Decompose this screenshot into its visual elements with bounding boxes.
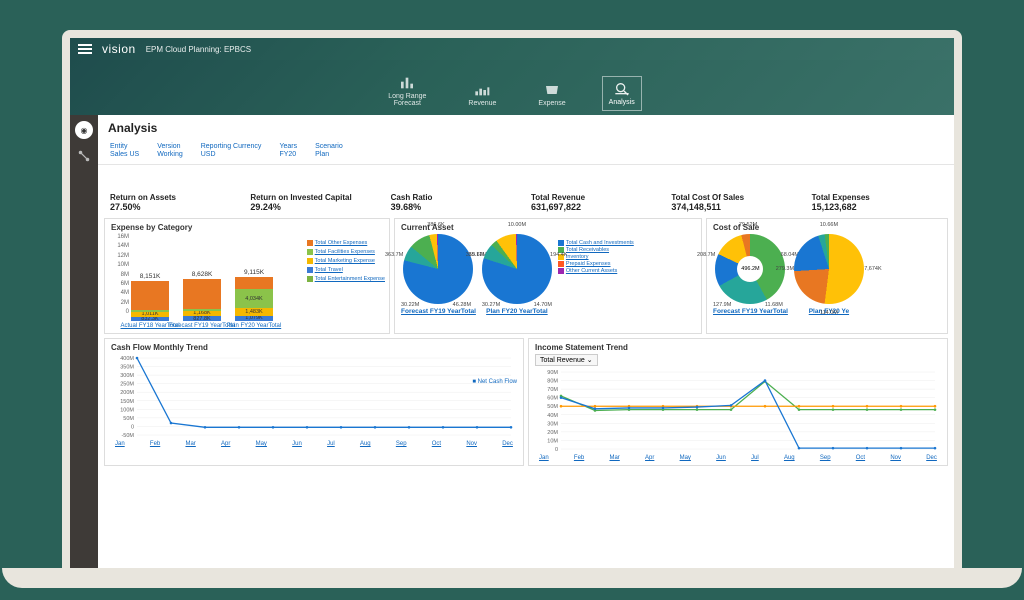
panel-title: Cash Flow Monthly Trend (111, 343, 517, 352)
current-asset-panel: Current Asset 386.6K19.17M46.28M30.22M36… (394, 218, 702, 334)
svg-text:100M: 100M (120, 407, 134, 413)
kpi-row: Return on Assets27.50% Return on Invested… (98, 165, 954, 218)
bar-chart-icon (398, 75, 416, 91)
cost-of-sale-pies: 496.2M79.52M68.04M11.68M127.9M208.7MFore… (713, 234, 941, 315)
pie-link[interactable]: Plan FY20 YearTotal (486, 308, 548, 315)
revenue-icon (473, 82, 491, 98)
app-subtitle: EPM Cloud Planning: EPBCS (146, 45, 251, 54)
tab-long-range-forecast[interactable]: Long Range Forecast (382, 71, 432, 111)
panel-title: Current Asset (401, 223, 695, 232)
page-title: Analysis (98, 115, 954, 141)
panel-title: Expense by Category (111, 223, 383, 232)
svg-text:70M: 70M (547, 387, 558, 393)
pie-chart: 496.2M79.52M68.04M11.68M127.9M208.7MFore… (713, 234, 788, 315)
menu-icon[interactable] (78, 44, 92, 54)
kpi-tile: Cash Ratio39.68% (391, 193, 521, 212)
pov-item[interactable]: YearsFY20 (279, 143, 297, 158)
kpi-tile: Total Revenue631,697,822 (531, 193, 661, 212)
expense-by-category-panel: Expense by Category 16M14M12M10M8M6M4M2M… (104, 218, 390, 334)
pie-chart: 386.6K19.17M46.28M30.22M363.7MForecast F… (401, 234, 476, 315)
svg-text:20M: 20M (547, 430, 558, 436)
pov-item[interactable]: ScenarioPlan (315, 143, 343, 158)
cost-of-sale-panel: Cost of Sale 496.2M79.52M68.04M11.68M127… (706, 218, 948, 334)
left-sidebar: ◉ (70, 115, 98, 570)
svg-text:250M: 250M (120, 382, 134, 388)
pov-bar: EntitySales US VersionWorking Reporting Cu… (98, 141, 954, 165)
svg-text:80M: 80M (547, 379, 558, 385)
tab-expense[interactable]: Expense (532, 78, 571, 111)
svg-text:90M: 90M (547, 370, 558, 376)
svg-text:10M: 10M (547, 438, 558, 444)
income-line-chart: 90M 80M 70M 60M 50M 40M 30M 20M 10M 0 (535, 368, 941, 453)
brand-logo: vision (102, 42, 136, 56)
bar-column: 9,115K1,079K1,483K4,034KPlan FY20 YearTo… (235, 269, 273, 329)
main-content: Analysis EntitySales US VersionWorking Rep… (98, 115, 954, 570)
kpi-tile: Return on Assets27.50% (110, 193, 240, 212)
expense-bar-chart: 16M14M12M10M8M6M4M2M0 8,151K832.3K1,011K… (111, 234, 383, 329)
cash-flow-legend: ■ Net Cash Flow (472, 379, 517, 385)
expense-legend: Total Other ExpensesTotal Facilities Exp… (307, 240, 385, 282)
sidebar-home-icon[interactable]: ◉ (75, 121, 93, 139)
kpi-tile: Total Expenses15,123,682 (812, 193, 942, 212)
pov-item[interactable]: EntitySales US (110, 143, 139, 158)
app-screen: vision EPM Cloud Planning: EPBCS Long Ra… (70, 38, 954, 570)
svg-text:50M: 50M (547, 404, 558, 410)
pie-chart: 10.66M7,674K114.0M279.3MPlan FY20 Ye (794, 234, 864, 315)
expense-icon (543, 82, 561, 98)
bar-column: 8,151K832.3K1,011KActual FY18 YearTotal (131, 273, 169, 329)
pie-link[interactable]: Forecast FY19 YearTotal (713, 308, 788, 315)
laptop-frame: vision EPM Cloud Planning: EPBCS Long Ra… (62, 30, 962, 570)
pie-chart: 10.00M194.4K14.70M30.27M355.6MPlan FY20 … (482, 234, 552, 315)
svg-text:-50M: -50M (121, 433, 134, 439)
pie-legend: Total Cash and InvestmentsTotal Receivab… (558, 240, 634, 274)
analysis-icon (613, 81, 631, 97)
svg-text:350M: 350M (120, 365, 134, 371)
pov-item[interactable]: Reporting CurrencyUSD (201, 143, 262, 158)
svg-text:150M: 150M (120, 399, 134, 405)
current-asset-pies: 386.6K19.17M46.28M30.22M363.7MForecast F… (401, 234, 695, 315)
svg-text:400M: 400M (120, 356, 134, 362)
nav-tabs: Long Range Forecast Revenue Expense Anal… (70, 60, 954, 115)
svg-text:60M: 60M (547, 396, 558, 402)
svg-text:0: 0 (131, 424, 134, 430)
tab-revenue[interactable]: Revenue (462, 78, 502, 111)
svg-text:300M: 300M (120, 373, 134, 379)
svg-text:0: 0 (555, 447, 558, 453)
bar-column: 8,628K827.8K1,168KForecast FY19 YearTota… (183, 271, 221, 329)
pov-item[interactable]: VersionWorking (157, 143, 183, 158)
sidebar-link-icon[interactable] (77, 149, 91, 163)
kpi-tile: Total Cost Of Sales374,148,511 (671, 193, 801, 212)
income-dropdown[interactable]: Total Revenue ⌄ (535, 354, 598, 366)
svg-text:50M: 50M (123, 416, 134, 422)
panel-title: Income Statement Trend (535, 343, 941, 352)
income-statement-panel: Income Statement Trend Total Revenue ⌄ 9… (528, 338, 948, 466)
svg-text:200M: 200M (120, 390, 134, 396)
top-bar: vision EPM Cloud Planning: EPBCS (70, 38, 954, 60)
pie-link[interactable]: Forecast FY19 YearTotal (401, 308, 476, 315)
tab-analysis[interactable]: Analysis (602, 76, 642, 111)
kpi-tile: Return on Invested Capital29.24% (250, 193, 380, 212)
cash-flow-panel: Cash Flow Monthly Trend 400M 350M 300M 250M… (104, 338, 524, 466)
cash-flow-line-chart: 400M 350M 300M 250M 200M 150M 100M 50M 0 -50M (111, 354, 517, 439)
svg-text:40M: 40M (547, 413, 558, 419)
svg-text:30M: 30M (547, 421, 558, 427)
